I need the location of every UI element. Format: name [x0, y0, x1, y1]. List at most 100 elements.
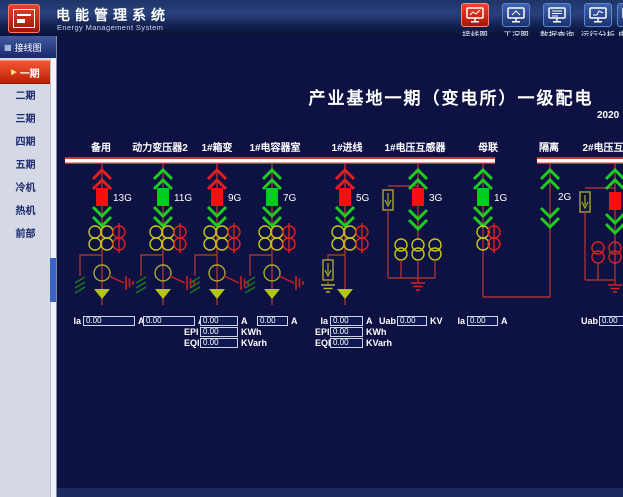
active-arrow-icon: ▶: [11, 69, 17, 76]
toolbar-button-wiring-diagram[interactable]: 接线图: [455, 3, 495, 41]
app-subtitle: Energy Management System: [57, 23, 164, 32]
feeder-3g-pt1: 3G: [382, 164, 443, 291]
meas-9g-eqi: EQI 0.00 KVarh: [184, 337, 267, 348]
meas-unit: KVarh: [241, 337, 268, 348]
sidebar-item-phase2[interactable]: 二期: [0, 83, 51, 105]
fuse-icon: [579, 191, 591, 213]
toolbar-button-data-query[interactable]: 数据查询: [537, 3, 577, 41]
left-sidebar: ▦ 接线图 ▶ 一期 二期 三期 四期 五期 冷机 热机 前部: [0, 36, 57, 497]
breaker-13g[interactable]: [96, 188, 108, 206]
ground-icon: [320, 284, 336, 293]
meas-label: Ia: [73, 315, 81, 326]
feeder-13g: 13G: [74, 164, 134, 305]
toolbar-label: 工况图: [503, 30, 529, 40]
feeder-label-isolator: 隔离: [539, 143, 559, 154]
toolbar-button-condition-diagram[interactable]: 工况图: [496, 3, 536, 41]
meas-label: EPI: [315, 326, 330, 337]
toolbar-button-operation-analysis[interactable]: 运行分析: [578, 3, 618, 41]
meas-9g-epi: EPI 0.00 KWh: [184, 326, 262, 337]
sidebar-item-label: 前部: [15, 228, 36, 240]
breaker-label-9g: 9G: [228, 193, 242, 204]
busbar-section-1: [65, 157, 495, 164]
meas-value-box: 0.00: [200, 337, 238, 348]
meas-7g-ia: 0.00 A: [257, 315, 298, 326]
meas-value-box: 0.00: [143, 315, 195, 326]
feeder-label-capacitor-room1: 1#电容器室: [249, 143, 301, 154]
feeder-1g-bustie: 1G: [472, 164, 550, 298]
sidebar-item-heater[interactable]: 热机: [0, 198, 51, 220]
sidebar-item-phase1[interactable]: ▶ 一期: [0, 60, 51, 84]
sidebar-item-phase3[interactable]: 三期: [0, 106, 51, 128]
current-transformer-icon: [88, 225, 114, 251]
breaker-label-3g: 3G: [429, 193, 443, 204]
breaker-5g[interactable]: [339, 188, 351, 206]
breaker-label-1g: 1G: [494, 193, 508, 204]
meas-label: Ia: [457, 315, 465, 326]
app-title: 电能管理系统: [56, 7, 170, 23]
sidebar-item-label: 三期: [15, 113, 36, 125]
meas-unit: KWh: [241, 326, 262, 337]
meas-label: EQI: [315, 337, 331, 348]
meas-5g-ia: Ia 0.00 A: [315, 315, 373, 326]
meas-label: Uab: [581, 315, 599, 326]
breaker-label-13g: 13G: [113, 193, 132, 204]
ground-icon: [607, 284, 623, 293]
page-title: 产业基地一期（变电所）一级配电: [308, 89, 594, 108]
voltage-transformer-icon: [411, 238, 425, 261]
top-header-bar: 电能管理系统 Energy Management System 接线图 工况图 …: [0, 0, 623, 40]
feeder-2g-isolator: 2G: [539, 164, 572, 297]
meas-unit: KVarh: [366, 337, 393, 348]
sidebar-item-chiller[interactable]: 冷机: [0, 175, 51, 197]
toolbar-label: 接线图: [462, 30, 488, 40]
breaker-3g[interactable]: [412, 188, 424, 206]
breaker-label-2g: 2G: [558, 192, 572, 203]
app-logo: [8, 4, 40, 33]
monitor-icon: [617, 3, 623, 27]
meas-unit: A: [366, 315, 373, 326]
feeder-label-spare: 备用: [91, 143, 111, 154]
breaker-1g[interactable]: [477, 188, 489, 206]
sidebar-item-label: 四期: [15, 136, 36, 148]
meas-1pt-uab: Uab 0.00 KV: [379, 315, 443, 326]
voltage-transformer-icon: [428, 238, 442, 261]
meas-5g-eqi: EQI 0.00 KVarh: [315, 337, 392, 348]
meas-5g-epi: EPI 0.00 KWh: [315, 326, 387, 337]
breaker-label-11g: 11G: [174, 193, 192, 204]
sidebar-item-phase5[interactable]: 五期: [0, 152, 51, 174]
meas-13g-ia: Ia 0.00 A: [65, 315, 145, 326]
sidebar-item-front[interactable]: 前部: [0, 221, 51, 243]
single-line-diagram: 13G 11G: [65, 157, 623, 305]
toolbar-label: 运行分析: [580, 30, 615, 40]
sidebar-header-label: 接线图: [14, 42, 42, 53]
busbar-section-2: [537, 157, 623, 164]
app-logo-glyph: [13, 9, 35, 28]
breaker-pt2[interactable]: [609, 192, 621, 210]
meas-value-box: 0.00: [330, 315, 363, 326]
monitor-icon: [584, 3, 612, 27]
feeder-label-bus-tie: 母联: [478, 143, 498, 154]
feeder-11g: 11G: [135, 164, 195, 305]
sidebar-scrollbar-thumb[interactable]: [50, 258, 56, 302]
monitor-icon: [461, 3, 489, 27]
meas-unit: A: [291, 315, 298, 326]
toolbar-label: 数据查询: [539, 30, 574, 40]
ground-icon: [295, 275, 304, 291]
ground-icon: [125, 275, 134, 291]
ground-icon: [410, 282, 426, 291]
meas-unit: A: [241, 315, 248, 326]
meas-2pt-uab: Uab 0.00: [581, 315, 623, 326]
toolbar-button-energy[interactable]: 电能: [610, 3, 623, 41]
feeder-9g: 9G: [189, 164, 249, 305]
feeder-label-box-transformer1: 1#箱变: [201, 143, 233, 154]
meas-label: Uab: [379, 315, 397, 326]
meas-value-box: 0.00: [200, 315, 238, 326]
feeder-7g: 7G: [244, 164, 304, 305]
breaker-9g[interactable]: [211, 188, 223, 206]
meas-value-box: 0.00: [599, 315, 623, 326]
sidebar-item-phase4[interactable]: 四期: [0, 129, 51, 151]
breaker-7g[interactable]: [266, 188, 278, 206]
datetime-text: 2020: [597, 110, 620, 121]
breaker-11g[interactable]: [157, 188, 169, 206]
ground-icon: [240, 275, 249, 291]
sidebar-header: ▦ 接线图: [0, 36, 56, 58]
